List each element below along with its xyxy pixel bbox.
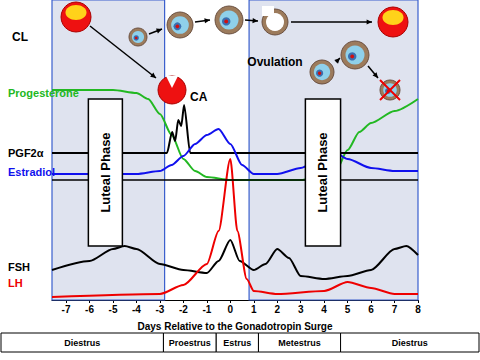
- svg-text:FSH: FSH: [8, 261, 30, 273]
- svg-text:8: 8: [415, 304, 421, 315]
- svg-text:Ovulation: Ovulation: [247, 55, 302, 69]
- svg-text:LH: LH: [8, 277, 23, 289]
- svg-text:Metestrus: Metestrus: [278, 338, 321, 348]
- svg-text:-7: -7: [62, 304, 71, 315]
- svg-text:4: 4: [321, 304, 327, 315]
- svg-text:CL: CL: [12, 30, 28, 44]
- svg-text:Progesterone: Progesterone: [8, 87, 79, 99]
- svg-text:CA: CA: [190, 90, 208, 104]
- svg-text:Days Relative to the Gonadotro: Days Relative to the Gonadotropin Surge: [137, 321, 332, 332]
- svg-text:-3: -3: [155, 304, 164, 315]
- svg-text:6: 6: [368, 304, 374, 315]
- svg-text:-6: -6: [85, 304, 94, 315]
- svg-text:0: 0: [228, 304, 234, 315]
- svg-text:Luteal Phase: Luteal Phase: [98, 132, 113, 212]
- svg-text:Proestrus: Proestrus: [169, 338, 211, 348]
- svg-text:Diestrus: Diestrus: [64, 338, 100, 348]
- svg-text:Luteal Phase: Luteal Phase: [315, 132, 330, 212]
- svg-text:-4: -4: [132, 304, 141, 315]
- svg-text:3: 3: [298, 304, 304, 315]
- svg-text:Diestrus: Diestrus: [392, 338, 428, 348]
- svg-text:2: 2: [274, 304, 280, 315]
- svg-text:5: 5: [345, 304, 351, 315]
- svg-text:1: 1: [251, 304, 257, 315]
- svg-text:-5: -5: [109, 304, 118, 315]
- svg-text:Estradiol: Estradiol: [8, 166, 55, 178]
- svg-text:PGF2α: PGF2α: [8, 147, 44, 159]
- svg-text:7: 7: [392, 304, 398, 315]
- svg-text:-2: -2: [179, 304, 188, 315]
- svg-text:Estrus: Estrus: [223, 338, 251, 348]
- svg-text:-1: -1: [202, 304, 211, 315]
